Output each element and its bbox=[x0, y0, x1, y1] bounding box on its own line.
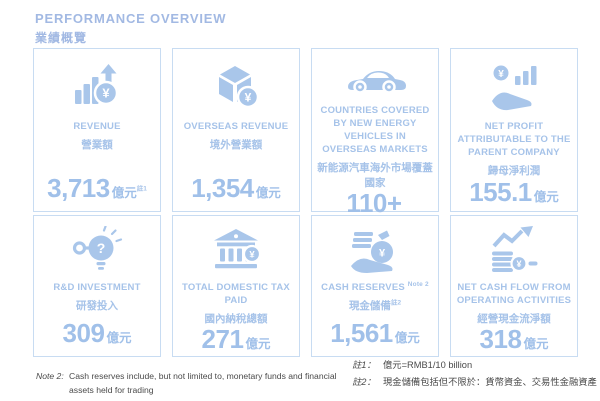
footnotes-zh: 註1： 億元=RMB1/10 billion 註2： 現金儲備包括但不限於：貨幣… bbox=[352, 357, 597, 391]
lightbulb-key-icon: ? bbox=[71, 224, 123, 276]
footnote-en: Note 2: Cash reserves include, but not l… bbox=[36, 370, 348, 398]
page-title: PERFORMANCE OVERVIEW bbox=[35, 11, 227, 26]
svg-text:¥: ¥ bbox=[245, 91, 252, 105]
note-ref: 註2 bbox=[390, 299, 402, 307]
card-title-zh: 營業額 bbox=[81, 139, 113, 152]
card-tax-paid: ¥ TOTAL DOMESTIC TAX PAID 國內納稅總額 271 億元 bbox=[172, 215, 300, 357]
hand-coin-chart-icon: ¥ bbox=[488, 59, 540, 115]
card-value: 309 億元 bbox=[62, 318, 132, 348]
page-header: PERFORMANCE OVERVIEW 業績概覽 bbox=[35, 11, 226, 46]
card-title-en: NET PROFIT ATTRIBUTABLE TO THE PARENT CO… bbox=[457, 121, 571, 159]
card-title-en: OVERSEAS REVENUE bbox=[183, 121, 289, 132]
card-value: 271 億元 bbox=[201, 324, 271, 355]
card-countries-covered: COUNTRIES COVERED BY NEW ENERGY VEHICLES… bbox=[311, 48, 439, 216]
svg-text:?: ? bbox=[97, 240, 106, 256]
card-title-zh: 新能源汽車海外市場覆蓋國家 bbox=[317, 162, 433, 189]
card-value: 110+ bbox=[346, 187, 402, 218]
card-title-en: TOTAL DOMESTIC TAX PAID bbox=[182, 282, 290, 307]
svg-text:¥: ¥ bbox=[516, 259, 521, 269]
card-title-zh: 境外營業額 bbox=[209, 139, 263, 152]
note-ref: Note 2 bbox=[407, 281, 429, 288]
card-value: 1,354 億元 bbox=[191, 173, 281, 203]
footnote-zh-1: 註1： 億元=RMB1/10 billion bbox=[352, 360, 473, 370]
coins-trend-arrow-icon: ¥ bbox=[488, 224, 540, 276]
cube-coin-icon: ¥ bbox=[211, 59, 261, 115]
bank-coin-icon: ¥ bbox=[211, 224, 261, 276]
card-title-en: COUNTRIES COVERED BY NEW ENERGY VEHICLES… bbox=[320, 105, 430, 156]
bar-chart-coin-icon: ¥ bbox=[72, 59, 122, 115]
footnotes: Note 2: Cash reserves include, but not l… bbox=[0, 356, 600, 401]
card-title-en: NET CASH FLOW FROM OPERATING ACTIVITIES bbox=[456, 282, 572, 307]
hand-moneybag-icon: ¥ bbox=[349, 224, 401, 276]
card-value: 318 億元 bbox=[479, 324, 549, 355]
card-overseas-revenue: ¥ OVERSEAS REVENUE 境外營業額 1,354 億元 bbox=[172, 48, 300, 212]
card-net-profit: ¥ NET PROFIT ATTRIBUTABLE TO THE PARENT … bbox=[450, 48, 578, 212]
svg-text:¥: ¥ bbox=[498, 69, 504, 80]
card-title-zh: 經營現金流淨額 bbox=[477, 313, 551, 326]
card-title-zh: 歸母淨利潤 bbox=[487, 165, 541, 178]
card-title-zh: 現金儲備註2 bbox=[348, 299, 402, 313]
svg-text:¥: ¥ bbox=[379, 248, 386, 260]
card-title-en: REVENUE bbox=[73, 121, 121, 132]
note-ref: 註1 bbox=[136, 185, 147, 193]
card-revenue: ¥ REVENUE 營業額 3,713 億元註1 bbox=[33, 48, 161, 212]
card-value: 1,561 億元 bbox=[330, 318, 420, 348]
car-icon bbox=[344, 59, 406, 99]
footnote-en-label: Note 2: bbox=[36, 371, 64, 381]
footnote-en-text: Cash reserves include, but not limited t… bbox=[69, 371, 337, 395]
svg-text:¥: ¥ bbox=[249, 250, 255, 261]
card-net-cash-flow: ¥ NET CASH FLOW FROM OPERATING ACTIVITIE… bbox=[450, 215, 578, 357]
page-subtitle: 業績概覽 bbox=[35, 31, 88, 45]
card-title-en: R&D INVESTMENT bbox=[53, 282, 141, 293]
svg-text:¥: ¥ bbox=[102, 86, 110, 101]
card-title-en: CASH RESERVES Note 2 bbox=[321, 281, 429, 294]
footnote-zh-2: 註2： 現金儲備包括但不限於：貨幣資金、交易性金融資產 bbox=[352, 377, 597, 388]
card-value: 3,713 億元註1 bbox=[47, 173, 147, 203]
card-title-zh: 研發投入 bbox=[76, 300, 118, 313]
card-rd-investment: ? R&D INVESTMENT 研發投入 309 億元 bbox=[33, 215, 161, 357]
kpi-grid: ¥ REVENUE 營業額 3,713 億元註1 ¥ OVERSEAS REVEN… bbox=[33, 48, 578, 357]
card-value: 155.1 億元 bbox=[469, 176, 559, 207]
card-title-zh: 國內納稅總額 bbox=[204, 313, 268, 326]
card-cash-reserves: ¥ CASH RESERVES Note 2 現金儲備註2 1,561 億元 bbox=[311, 215, 439, 357]
